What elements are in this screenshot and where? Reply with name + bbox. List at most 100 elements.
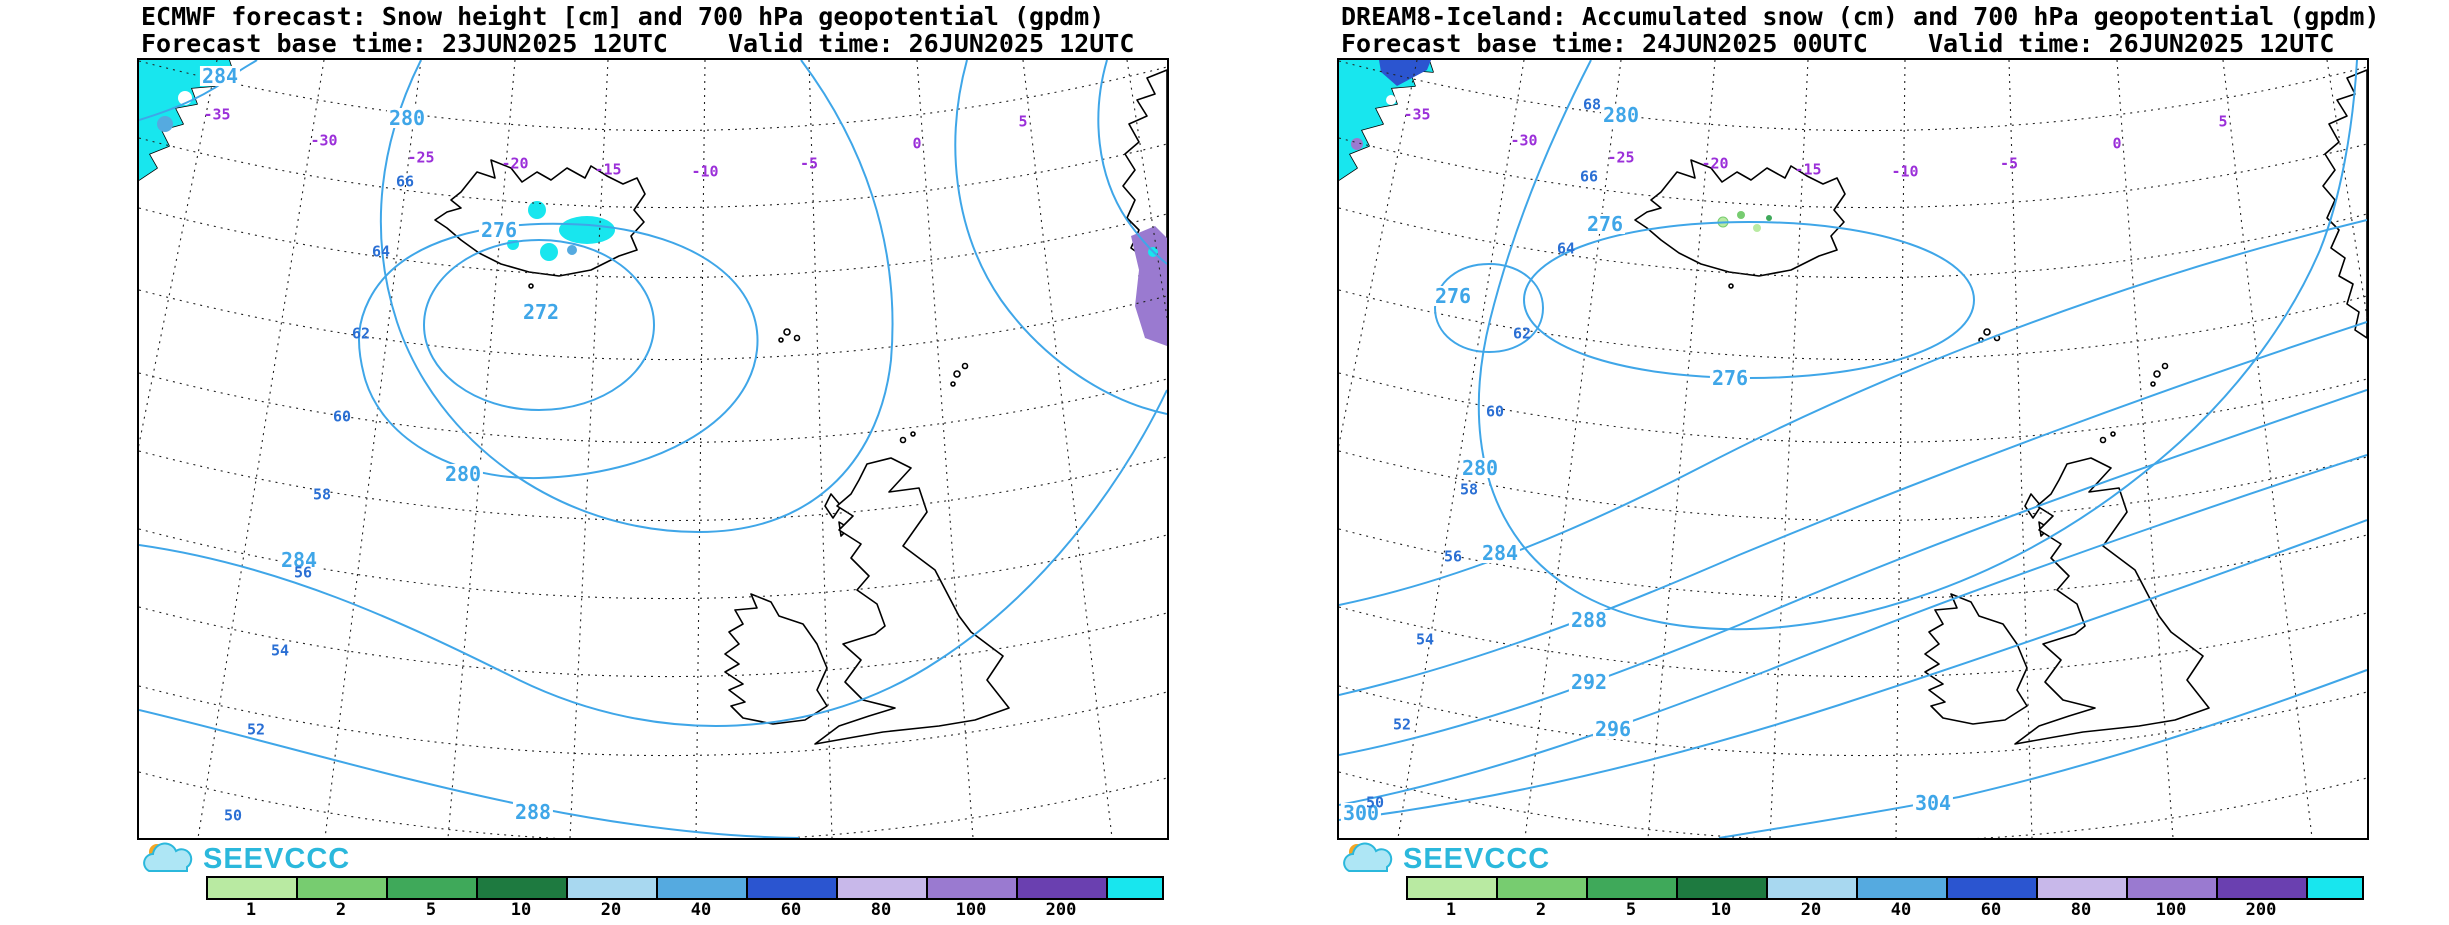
iceland-snow-patch xyxy=(1753,224,1761,232)
latitude-label: 68 xyxy=(1582,95,1602,114)
map-frame: 284 280 276 272 280 284 288 66 64 62 60 58 56 54 52 50-… xyxy=(137,58,1169,840)
contour-label: 276 xyxy=(1709,366,1751,390)
colorbar-segment xyxy=(2038,878,2128,898)
map-labels-layer: 284 280 276 272 280 284 288 66 64 62 60 58 56 54 52 50-… xyxy=(139,60,1167,838)
contour-label: 292 xyxy=(1568,670,1610,694)
contour-label: 288 xyxy=(1568,608,1610,632)
latitude-label: 60 xyxy=(1485,402,1505,421)
latitude-label: 58 xyxy=(1459,480,1479,499)
colorbar-value: 5 xyxy=(425,900,437,920)
colorbar-segment xyxy=(1948,878,2038,898)
colorbar-overflow-segment xyxy=(1108,878,1162,898)
colorbar-segment xyxy=(478,878,568,898)
contour-label: 296 xyxy=(1592,717,1634,741)
colorbar-value: 10 xyxy=(1710,900,1732,920)
latitude-label: 54 xyxy=(270,641,290,660)
colorbar-value: 80 xyxy=(870,900,892,920)
colorbar-value: 200 xyxy=(1045,900,1077,920)
colorbar-segment xyxy=(748,878,838,898)
contour-lines xyxy=(1339,60,2367,838)
contour-label: 280 xyxy=(442,462,484,486)
contour-280 xyxy=(1477,60,2358,631)
latitude-label: 66 xyxy=(395,172,415,191)
colorbar-value: 1 xyxy=(245,900,257,920)
seevccc-logo-text: SEEVCCC xyxy=(1403,842,1551,875)
contour-276 xyxy=(1433,262,1545,354)
colorbar-segment xyxy=(2128,878,2218,898)
longitude-label: 5 xyxy=(1018,112,1028,131)
colorbar-segment xyxy=(838,878,928,898)
greenland-snow-patch xyxy=(157,116,173,132)
map-svg xyxy=(1339,60,2367,838)
longitude-label: 0 xyxy=(2112,134,2122,153)
contour-280 xyxy=(379,60,894,534)
colorbar-segment xyxy=(2218,878,2308,898)
colorbar-value: 20 xyxy=(1800,900,1822,920)
iceland-snow-patch xyxy=(1737,211,1745,219)
contour-276 xyxy=(954,60,1167,415)
contour-276 xyxy=(1522,220,1976,380)
colorbar-segment xyxy=(208,878,298,898)
colorbar-value: 100 xyxy=(955,900,987,920)
latitude-label: 56 xyxy=(1443,547,1463,566)
colorbar-value: 60 xyxy=(780,900,802,920)
colorbar-segment xyxy=(928,878,1018,898)
latitude-label: 60 xyxy=(332,407,352,426)
panel-title-line1: DREAM8-Iceland: Accumulated snow (cm) an… xyxy=(1341,2,2380,31)
greenland-snow-patch xyxy=(1351,138,1363,150)
colorbar-overflow-segment xyxy=(2308,878,2362,898)
longitude-label: -5 xyxy=(799,154,819,173)
latitude-label: 62 xyxy=(1512,324,1532,343)
colorbar-value: 60 xyxy=(1980,900,2002,920)
longitude-label: -35 xyxy=(1403,105,1431,124)
longitude-label: -10 xyxy=(691,162,719,181)
latitude-label: 66 xyxy=(1579,167,1599,186)
contour-284 xyxy=(1339,219,2367,606)
longitude-label: -5 xyxy=(1999,154,2019,173)
contour-304 xyxy=(1718,669,2367,838)
longitude-label: -20 xyxy=(1701,154,1729,173)
longitude-label: -30 xyxy=(1510,131,1538,150)
colorbar-value: 10 xyxy=(510,900,532,920)
contour-label: 276 xyxy=(1584,212,1626,236)
map-labels-layer: 280 276 276 276 280 284 288 292 296 300 304 68 66 64 6… xyxy=(1339,60,2367,838)
snow-colorbar-labels: 1 2 5 10 20 40 60 80 100 200 xyxy=(1406,900,2306,920)
colorbar-segment xyxy=(1588,878,1678,898)
contour-label: 272 xyxy=(520,300,562,324)
seevccc-cloud-icon xyxy=(143,842,193,872)
contour-label: 300 xyxy=(1340,801,1382,825)
iceland-glacier-snow-patch xyxy=(540,243,558,261)
panel-title-line2: Forecast base time: 23JUN2025 12UTC Vali… xyxy=(141,29,1135,58)
colorbar-segment xyxy=(1858,878,1948,898)
panel-title-line2: Forecast base time: 24JUN2025 00UTC Vali… xyxy=(1341,29,2335,58)
colorbar-value: 1 xyxy=(1445,900,1457,920)
latitude-label: 64 xyxy=(371,242,391,261)
contour-label: 276 xyxy=(1432,284,1474,308)
map-frame: 280 276 276 276 280 284 288 292 296 300 304 68 66 64 6… xyxy=(1337,58,2369,840)
longitude-label: -20 xyxy=(501,154,529,173)
iceland-snow-patch xyxy=(1766,215,1772,221)
latitude-label: 64 xyxy=(1556,239,1576,258)
seevccc-logo: SEEVCCC xyxy=(1337,840,1550,878)
contour-272 xyxy=(422,238,656,412)
longitude-label: -25 xyxy=(1607,148,1635,167)
contour-label: 276 xyxy=(478,218,520,242)
iceland-glacier-snow-patch xyxy=(567,245,577,255)
latitude-label: 50 xyxy=(1365,793,1385,812)
seevccc-cloud-icon xyxy=(1343,842,1393,872)
colorbar-value: 2 xyxy=(1535,900,1547,920)
latitude-label: 56 xyxy=(293,563,313,582)
colorbar-segment xyxy=(658,878,748,898)
colorbar-segment xyxy=(1678,878,1768,898)
longitude-label: -35 xyxy=(203,105,231,124)
contour-label: 284 xyxy=(278,548,320,572)
contour-label: 280 xyxy=(1459,456,1501,480)
greenland-snow-patch xyxy=(139,60,233,180)
snow-overlay xyxy=(1339,60,1772,232)
greenland-snow-patch xyxy=(1379,60,1431,86)
colorbar-value: 40 xyxy=(690,900,712,920)
greenland-snow-patch xyxy=(1339,60,1433,180)
panel-ecmwf: ECMWF forecast: Snow height [cm] and 700… xyxy=(137,3,1169,920)
colorbar-value: 2 xyxy=(335,900,347,920)
